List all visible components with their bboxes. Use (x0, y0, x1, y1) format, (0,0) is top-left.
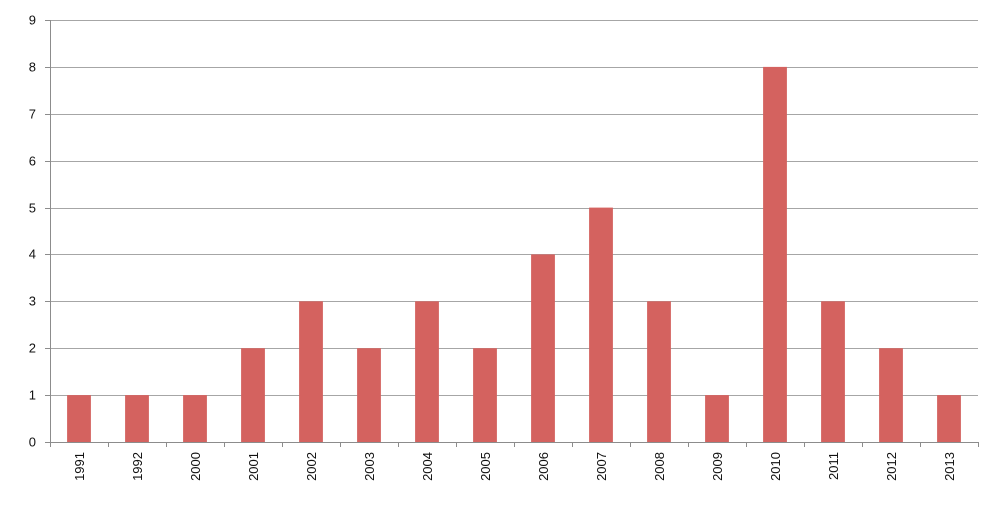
gridlines (50, 20, 978, 396)
y-tick-label: 8 (29, 60, 36, 75)
bar-2003 (357, 348, 381, 442)
y-tick-label: 0 (29, 435, 36, 450)
x-tick-label: 2006 (536, 452, 551, 481)
x-tick-label: 1992 (130, 452, 145, 481)
bar-2005 (473, 348, 497, 442)
x-tick-label: 2003 (362, 452, 377, 481)
x-tick-label: 2008 (652, 452, 667, 481)
x-tick-label: 2004 (420, 452, 435, 481)
y-tick-label: 1 (29, 388, 36, 403)
bar-2012 (879, 348, 903, 442)
x-tick-label: 2011 (826, 452, 841, 480)
y-tick-label: 7 (29, 107, 36, 122)
bar-2006 (531, 254, 555, 442)
x-tick-label: 2009 (710, 452, 725, 481)
bar-2001 (241, 348, 265, 442)
x-tick-label: 2001 (246, 452, 261, 481)
x-tick-label: 1991 (72, 452, 87, 481)
axes (45, 20, 979, 447)
bar-2002 (299, 301, 323, 442)
bar-2008 (647, 301, 671, 442)
bar-2010 (763, 66, 787, 443)
bar-2011 (821, 301, 845, 442)
bar-2007 (589, 207, 613, 442)
x-tick-label: 2010 (768, 452, 783, 481)
x-tick-label: 2005 (478, 452, 493, 481)
bar-2004 (415, 301, 439, 442)
y-tick-label: 2 (29, 341, 36, 356)
y-tick-label: 9 (29, 13, 36, 28)
x-tick-label: 2000 (188, 452, 203, 481)
y-tick-label: 4 (29, 247, 36, 262)
y-tick-label: 3 (29, 294, 36, 309)
x-tick-label: 2002 (304, 452, 319, 481)
bar-2000 (183, 395, 207, 442)
bar-2013 (937, 395, 961, 442)
x-tick-label: 2012 (884, 452, 899, 481)
bar-2009 (705, 395, 729, 442)
x-tick-label: 2007 (594, 452, 609, 481)
bar-1992 (125, 395, 149, 442)
bars (67, 66, 961, 443)
tick-labels: 0 1 2 3 4 5 6 7 8 9 1991 1992 2000 2001 2002 2003 2004 20… (29, 13, 957, 481)
y-tick-label: 6 (29, 154, 36, 169)
bar-1991 (67, 395, 91, 442)
x-tick-label: 2013 (942, 452, 957, 481)
y-tick-label: 5 (29, 201, 36, 216)
